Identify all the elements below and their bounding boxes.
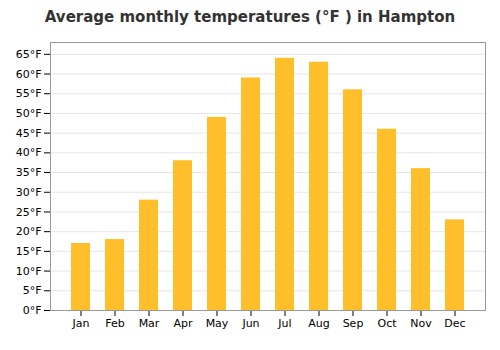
svg-text:45°F: 45°F: [16, 127, 42, 140]
svg-text:5°F: 5°F: [23, 284, 42, 297]
html-text:Average monthly temperatures (: Average monthly temperatures (°F ) in Ha…: [44, 8, 456, 26]
svg-text:60°F: 60°F: [16, 68, 42, 81]
svg-text:Apr: Apr: [173, 317, 193, 330]
svg-text:Sep: Sep: [343, 317, 364, 330]
svg-text:May: May: [206, 317, 229, 330]
svg-text:Jul: Jul: [277, 317, 291, 330]
svg-text:65°F: 65°F: [16, 48, 42, 61]
svg-text:Feb: Feb: [105, 317, 124, 330]
svg-text:Mar: Mar: [139, 317, 160, 330]
svg-text:40°F: 40°F: [16, 146, 42, 159]
svg-text:15°F: 15°F: [16, 245, 42, 258]
svg-text:35°F: 35°F: [16, 166, 42, 179]
svg-text:Aug: Aug: [308, 317, 329, 330]
svg-text:Jan: Jan: [72, 317, 90, 330]
svg-text:Nov: Nov: [410, 317, 432, 330]
svg-text:0°F: 0°F: [23, 304, 42, 317]
svg-text:Oct: Oct: [377, 317, 397, 330]
svg-text:10°F: 10°F: [16, 265, 42, 278]
svg-text:50°F: 50°F: [16, 107, 42, 120]
svg-text:20°F: 20°F: [16, 225, 42, 238]
svg-text:Jun: Jun: [241, 317, 259, 330]
svg-text:30°F: 30°F: [16, 186, 42, 199]
svg-text:Dec: Dec: [444, 317, 465, 330]
svg-text:55°F: 55°F: [16, 87, 42, 100]
svg-text:25°F: 25°F: [16, 205, 42, 218]
